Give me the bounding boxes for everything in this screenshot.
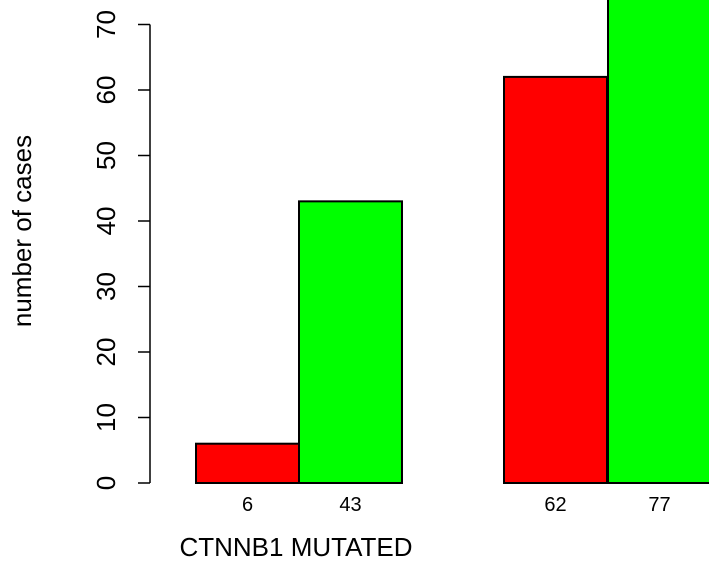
bar-6 [195, 442, 300, 485]
bar-43 [298, 200, 403, 484]
y-axis: 0 10 20 30 40 50 60 70 [91, 10, 151, 490]
y-tick-label: 40 [91, 207, 121, 236]
bar-77 [607, 0, 709, 484]
x-tick-labels: 6 43 62 77 [242, 494, 671, 516]
y-tick-label: 60 [91, 76, 121, 105]
y-tick-label: 0 [91, 476, 121, 490]
bar-62 [503, 75, 608, 485]
bar-count-label: 77 [648, 494, 670, 516]
y-tick-label: 50 [91, 141, 121, 170]
bar-count-label: 6 [242, 494, 253, 516]
bar-count-label: 62 [544, 494, 566, 516]
y-tick-label: 30 [91, 272, 121, 301]
y-axis-label: number of cases [7, 135, 37, 327]
x-axis-label: CTNNB1 MUTATED [179, 532, 412, 562]
bars [195, 0, 709, 485]
y-tick-label: 20 [91, 338, 121, 367]
y-tick-label: 10 [91, 403, 121, 432]
bar-count-label: 43 [339, 494, 361, 516]
y-tick-label: 70 [91, 10, 121, 39]
